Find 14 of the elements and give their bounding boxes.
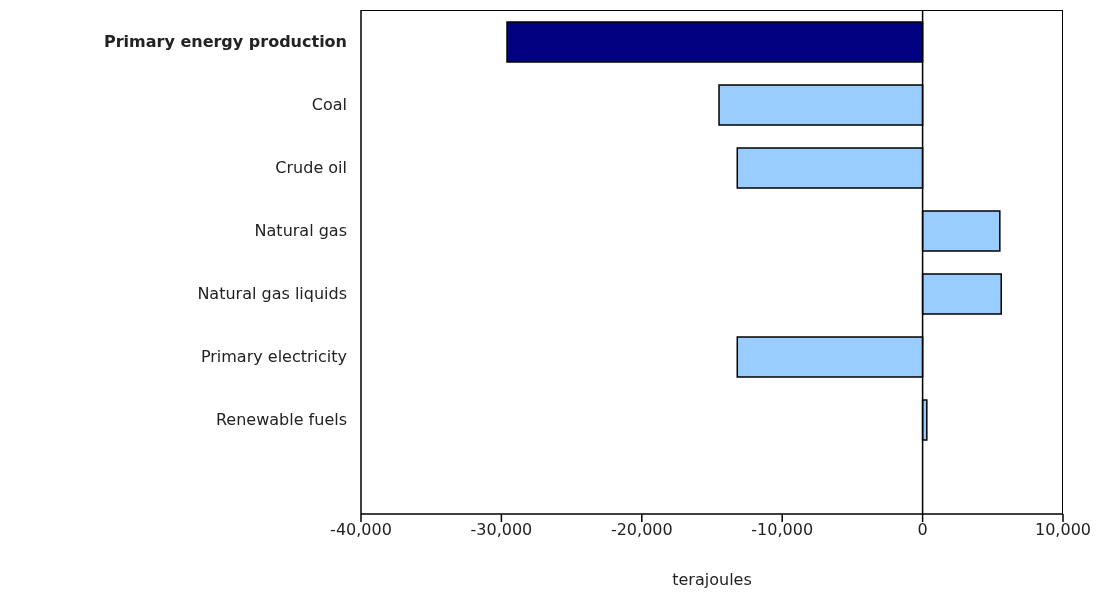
y-tick-label: Primary electricity xyxy=(200,346,347,366)
x-tick-label: 10,000 xyxy=(1035,520,1091,540)
y-tick-label: Primary energy production xyxy=(103,31,347,51)
x-tick-label: 0 xyxy=(917,520,928,540)
x-tick-label: -40,000 xyxy=(330,520,392,540)
y-tick-label: Crude oil xyxy=(275,157,347,177)
x-tick-label: -30,000 xyxy=(470,520,533,540)
x-axis-title: terajoules xyxy=(671,570,753,589)
y-tick-label: Renewable fuels xyxy=(215,409,347,429)
y-tick-label: Coal xyxy=(311,94,347,114)
y-tick-label: Natural gas liquids xyxy=(197,283,347,303)
x-tick-label: -10,000 xyxy=(751,520,814,540)
x-tick-label: -20,000 xyxy=(610,520,673,540)
y-tick-label: Natural gas xyxy=(254,220,347,240)
